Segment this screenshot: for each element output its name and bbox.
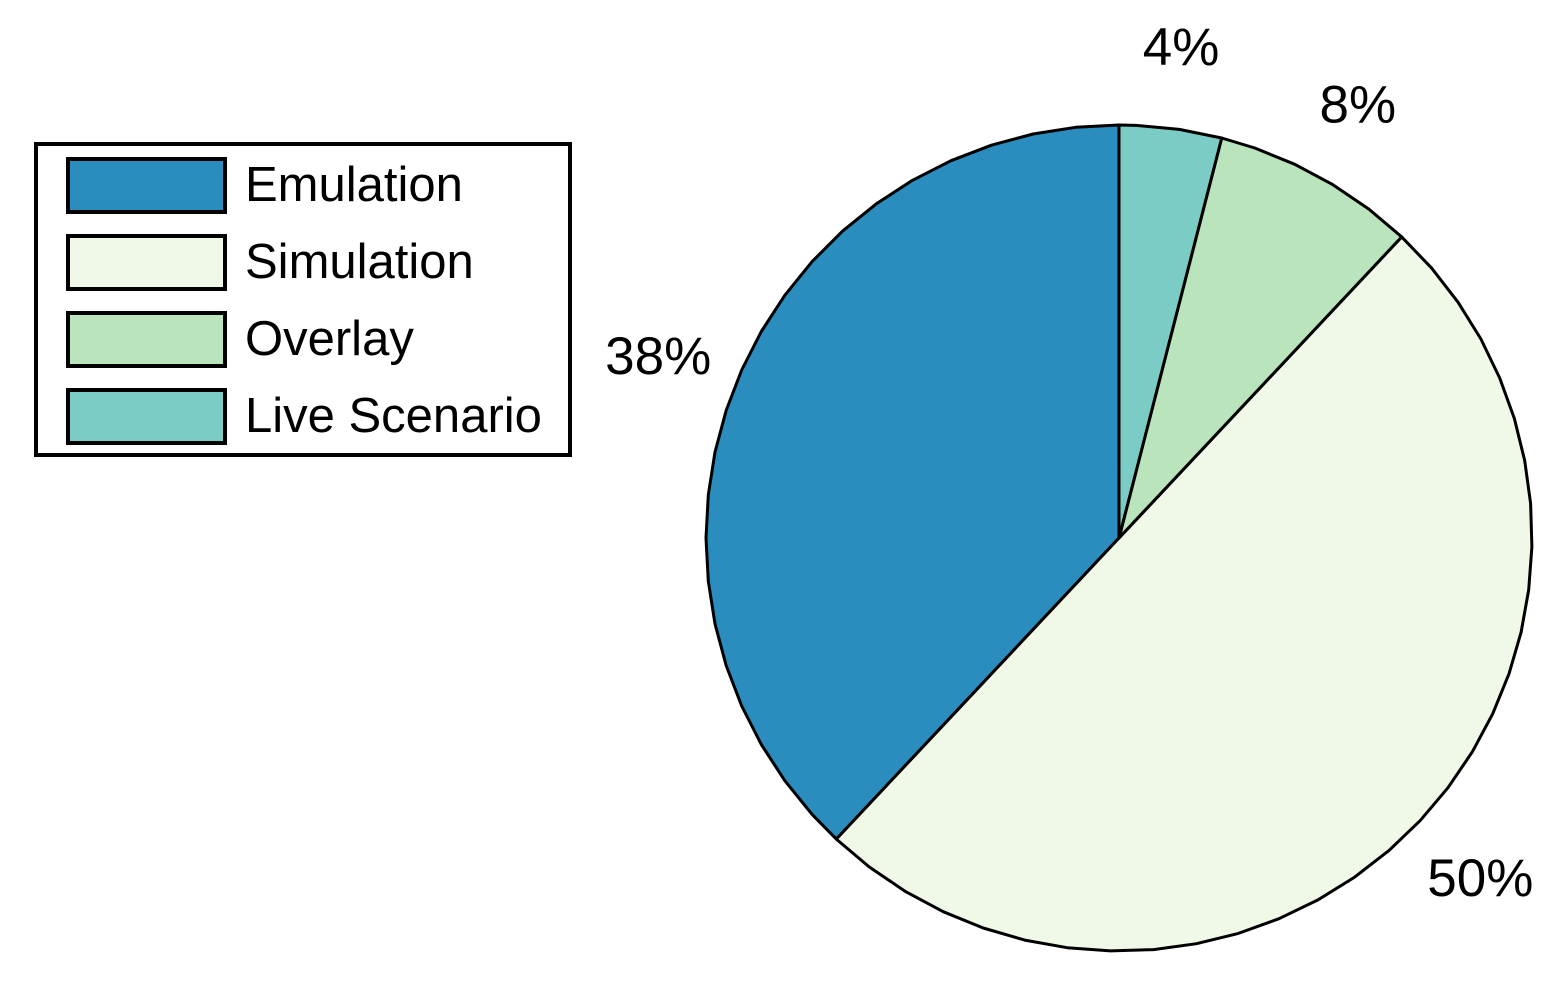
legend-swatch-emulation (66, 157, 227, 214)
pie-slice-overlay (1117, 136, 1404, 540)
legend-label-emulation: Emulation (245, 158, 463, 212)
legend-item-emulation: Emulation (38, 157, 568, 214)
legend-label-live-scenario: Live Scenario (245, 389, 542, 443)
legend-swatch-overlay (66, 311, 227, 368)
pie-label-simulation: 50% (1427, 849, 1533, 908)
pie-label-live-scenario: 4% (1143, 18, 1220, 77)
pie-label-emulation: 38% (605, 327, 711, 386)
pie-slices-group (704, 123, 1534, 953)
legend-item-simulation: Simulation (38, 234, 568, 291)
legend-item-overlay: Overlay (38, 311, 568, 368)
legend-item-live-scenario: Live Scenario (38, 388, 568, 445)
pie-slice-emulation (704, 123, 1121, 841)
legend-label-overlay: Overlay (245, 312, 414, 366)
pie-label-overlay: 8% (1319, 75, 1396, 134)
legend-box: Emulation Simulation Overlay Live Scenario (34, 142, 572, 457)
legend-swatch-simulation (66, 234, 227, 291)
pie-slice-simulation (834, 235, 1534, 953)
legend-swatch-live-scenario (66, 388, 227, 445)
pie-labels-group: 38% 50% 8% 4% (605, 18, 1533, 908)
pie-slice-live-scenario (1117, 123, 1224, 540)
legend-label-simulation: Simulation (245, 235, 474, 289)
